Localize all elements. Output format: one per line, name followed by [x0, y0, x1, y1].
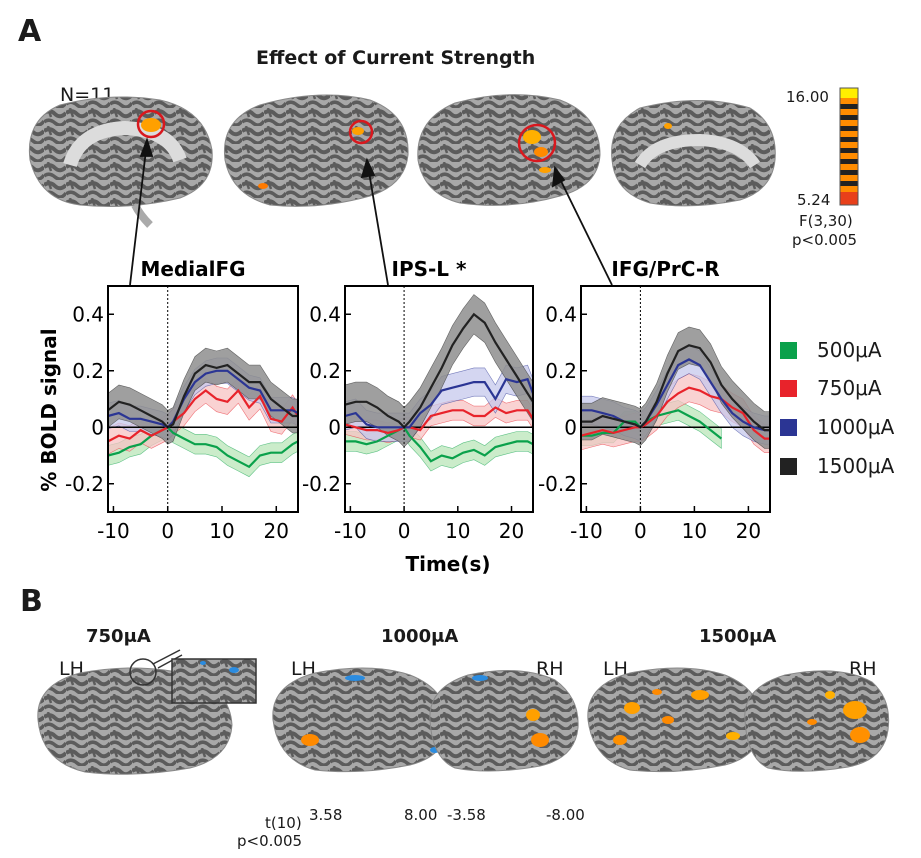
- y-tick-label: 0: [91, 415, 104, 439]
- chart-panel-0: MedialFG 0.4 0.2 0 -0.2 -10 0 10 20: [65, 257, 299, 543]
- y-tick-label: -0.2: [538, 472, 577, 496]
- legend-label-1500: 1500μA: [817, 454, 895, 478]
- bold-timecourse-charts: MedialFG 0.4 0.2 0 -0.2 -10 0 10 20 IPS-L * 0.4 0.2…: [37, 257, 771, 576]
- brain-1000-lh: [272, 667, 449, 773]
- x-tick-label: 10: [682, 519, 707, 543]
- legend-label-750: 750μA: [817, 376, 882, 400]
- chart-title: IPS-L *: [392, 257, 468, 281]
- legend-swatch-750: [780, 379, 797, 397]
- brain-1000-rh: [429, 670, 579, 772]
- legend-item-500: 500μA: [780, 338, 882, 362]
- chart-title: MedialFG: [140, 257, 245, 281]
- y-tick-label: 0: [564, 415, 577, 439]
- condition-label-1000: 1000μA: [381, 626, 459, 647]
- hemi-label-lh-1500: LH: [603, 658, 628, 680]
- colorbar-t-stat-label: t(10): [265, 814, 302, 832]
- brain-750-lh: [37, 649, 257, 775]
- y-tick-label: -0.2: [302, 472, 341, 496]
- hemi-label-rh-1000: RH: [536, 658, 564, 680]
- condition-label-750: 750μA: [86, 626, 151, 647]
- y-tick-label: -0.2: [65, 472, 104, 496]
- x-tick-label: 0: [161, 519, 174, 543]
- colorbar-f-p-label: p<0.005: [792, 231, 858, 249]
- legend-swatch-1500: [780, 457, 797, 475]
- axes-frame: [344, 285, 534, 513]
- y-tick-label: 0.4: [545, 302, 577, 326]
- panel-a-title: Effect of Current Strength: [256, 47, 536, 69]
- x-tick-label: -10: [97, 519, 130, 543]
- series-line-750: [580, 386, 770, 440]
- colorbar-t-pos-min: 3.58: [309, 806, 343, 824]
- chart-panel-2: IFG/PrC-R 0.4 0.2 0 -0.2 -10 0 10 20: [538, 257, 771, 543]
- colorbar-f-max: 16.00: [786, 88, 829, 106]
- series-line-750: [344, 406, 534, 435]
- brain-1500-rh: [744, 670, 890, 772]
- y-tick-label: 0.2: [545, 359, 577, 383]
- y-tick-label: 0: [328, 415, 341, 439]
- panel-b-letter: B: [20, 584, 43, 619]
- y-tick-label: 0.4: [309, 302, 341, 326]
- y-tick-label: 0.4: [72, 302, 104, 326]
- series-line-1000: [581, 358, 770, 432]
- brain-lateral-left: [223, 94, 409, 207]
- brain-lateral-right: [417, 94, 601, 206]
- y-tick-label: 0.2: [309, 359, 341, 383]
- x-tick-label: -10: [334, 519, 367, 543]
- series-line-500: [107, 425, 299, 469]
- x-tick-label: 10: [209, 519, 234, 543]
- roi-arrows: [129, 137, 613, 286]
- x-tick-label: 20: [736, 519, 761, 543]
- x-tick-label: 10: [445, 519, 470, 543]
- chart-panel-1: IPS-L * 0.4 0.2 0 -0.2 -10 0 10 20: [302, 257, 535, 543]
- x-axis-label: Time(s): [405, 552, 490, 576]
- panel-a-letter: A: [18, 14, 42, 49]
- series-line-1500: [344, 312, 534, 429]
- colorbar-f-stat-label: F(3,30): [799, 212, 853, 230]
- colorbar-f-stat: [839, 87, 859, 206]
- x-tick-label: 0: [398, 519, 411, 543]
- colorbar-t-p-label: p<0.005: [237, 832, 303, 850]
- roi-circle-ips: [348, 119, 374, 145]
- roi-circle-ifg: [517, 123, 557, 163]
- x-tick-label: 20: [264, 519, 289, 543]
- legend-label-1000: 1000μA: [817, 415, 895, 439]
- colorbar-t-neg-min: -3.58: [447, 806, 486, 824]
- legend-item-750: 750μA: [780, 376, 882, 400]
- panel-b-brains: [37, 649, 890, 775]
- colorbar-t-neg-max: -8.00: [546, 806, 585, 824]
- x-tick-label: 20: [499, 519, 524, 543]
- legend-label-500: 500μA: [817, 338, 882, 362]
- series-line-1000: [344, 377, 535, 429]
- x-tick-label: 0: [634, 519, 647, 543]
- y-axis-label: % BOLD signal: [37, 328, 61, 491]
- axes-frame: [107, 285, 299, 513]
- panel-a-brains: [28, 87, 859, 286]
- zoom-inset: [171, 658, 257, 704]
- axes-frame: [580, 285, 771, 513]
- legend-swatch-1000: [780, 418, 797, 436]
- colorbar-f-min: 5.24: [797, 191, 831, 209]
- x-tick-label: -10: [570, 519, 603, 543]
- roi-circle-medialfg: [136, 109, 166, 139]
- legend-item-1500: 1500μA: [780, 454, 894, 478]
- series-line-1500: [107, 363, 298, 429]
- brain-1500-lh: [587, 667, 763, 773]
- chart-title: IFG/PrC-R: [611, 257, 719, 281]
- series-line-750: [107, 388, 299, 443]
- series-line-1000: [107, 369, 299, 429]
- series-line-1500: [581, 344, 770, 432]
- hemi-label-rh-1500: RH: [849, 658, 877, 680]
- legend-swatch-500: [780, 341, 797, 359]
- y-tick-label: 0.2: [72, 359, 104, 383]
- legend-item-1000: 1000μA: [780, 415, 894, 439]
- condition-label-1500: 1500μA: [699, 626, 777, 647]
- colorbar-t-pos-max: 8.00: [404, 806, 438, 824]
- brain-medial-left: [28, 96, 213, 228]
- brain-medial-right: [611, 100, 776, 207]
- series-line-500: [345, 425, 534, 463]
